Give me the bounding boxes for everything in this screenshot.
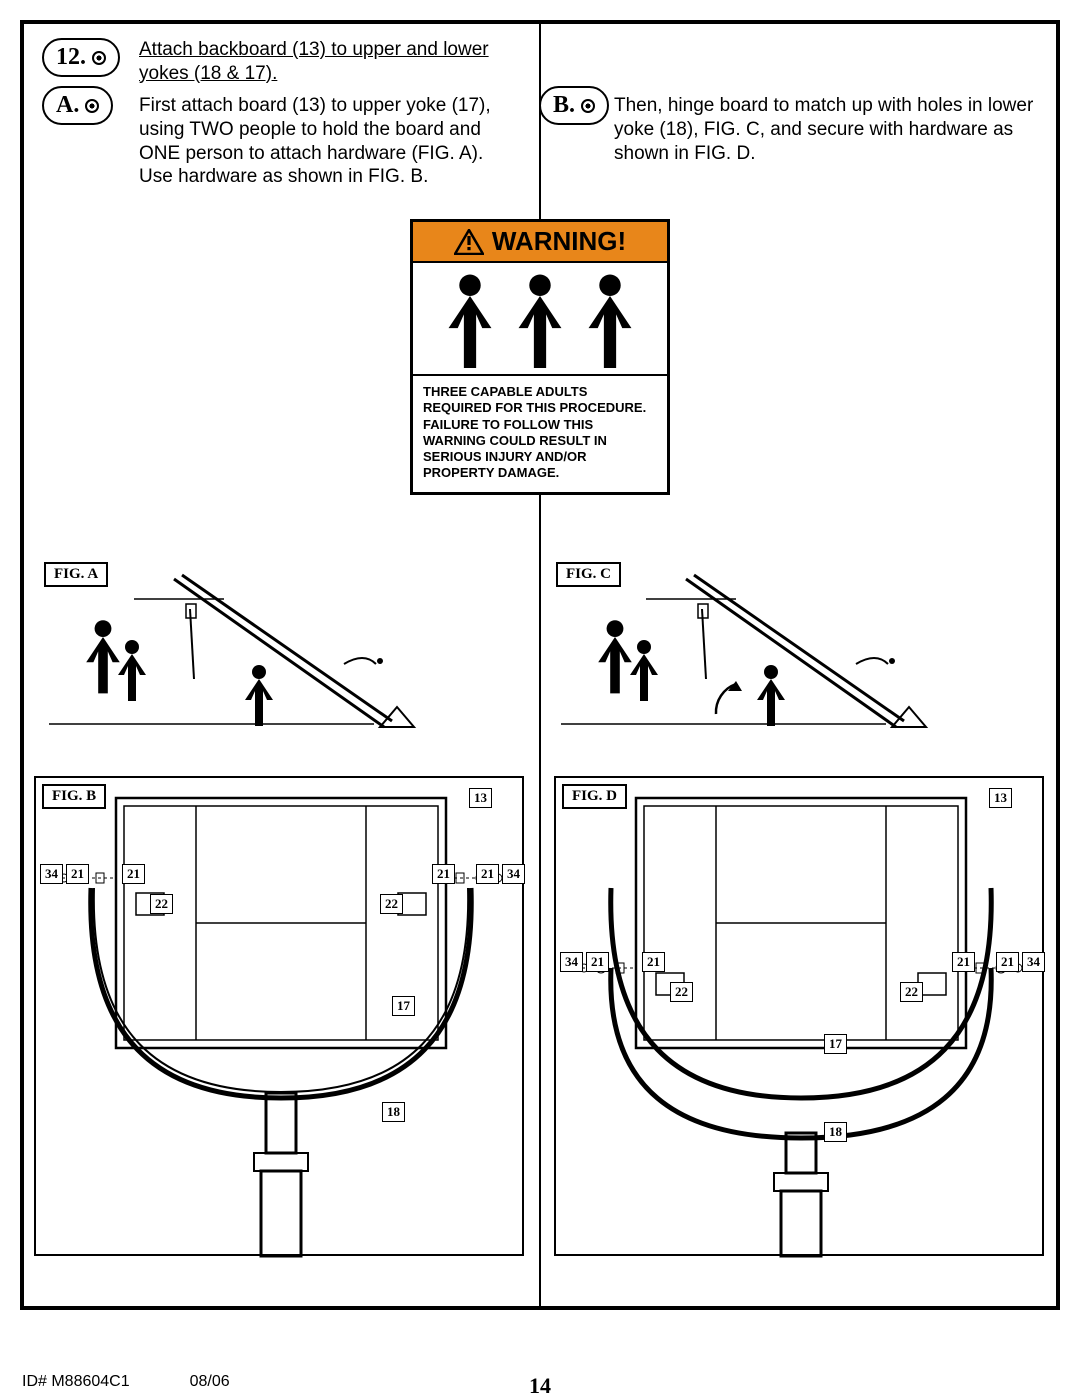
step-title: Attach backboard (13) to upper and lower… [139, 38, 519, 86]
vertical-divider [539, 24, 541, 1306]
target-icon [85, 99, 99, 113]
substep-a-label: A. [56, 92, 79, 119]
part-21: 21 [586, 952, 609, 972]
part-22: 22 [900, 982, 923, 1002]
target-icon [581, 99, 595, 113]
part-34: 34 [560, 952, 583, 972]
part-18: 18 [382, 1102, 405, 1122]
doc-id: ID# M88604C1 [22, 1373, 130, 1391]
substep-b-label: B. [553, 92, 575, 119]
target-icon [92, 51, 106, 65]
warning-header: WARNING! [413, 222, 667, 263]
part-21: 21 [476, 864, 499, 884]
fig-d-panel [554, 776, 1044, 1256]
substep-b-badge: B. [539, 86, 609, 125]
part-13: 13 [469, 788, 492, 808]
substep-b-text: Then, hinge board to match up with holes… [614, 94, 1034, 165]
part-18: 18 [824, 1122, 847, 1142]
part-34: 34 [40, 864, 63, 884]
part-34: 34 [502, 864, 525, 884]
fig-a-label: FIG. A [44, 562, 108, 587]
part-22: 22 [380, 894, 403, 914]
step-number: 12. [56, 44, 86, 71]
part-21: 21 [952, 952, 975, 972]
part-22: 22 [670, 982, 693, 1002]
part-13: 13 [989, 788, 1012, 808]
step-number-badge: 12. [42, 38, 120, 77]
page-footer: ID# M88604C1 08/06 14 [22, 1373, 1058, 1391]
part-21: 21 [66, 864, 89, 884]
substep-a-badge: A. [42, 86, 113, 125]
fig-c-drawing [556, 569, 1036, 759]
fig-b-drawing [36, 778, 526, 1258]
part-22: 22 [150, 894, 173, 914]
fig-c-label: FIG. C [556, 562, 621, 587]
fig-b-panel [34, 776, 524, 1256]
warning-people-icons [413, 263, 667, 376]
fig-a-drawing [44, 569, 524, 759]
warning-triangle-icon [454, 229, 484, 255]
person-icon [509, 273, 571, 368]
warning-box: WARNING! THREE CAPABLE ADULTS REQUIRED F… [410, 219, 670, 495]
part-21: 21 [122, 864, 145, 884]
person-icon [439, 273, 501, 368]
fig-d-drawing [556, 778, 1046, 1258]
part-17: 17 [392, 996, 415, 1016]
part-34: 34 [1022, 952, 1045, 972]
part-21: 21 [996, 952, 1019, 972]
doc-date: 08/06 [190, 1373, 230, 1391]
fig-b-label: FIG. B [42, 784, 106, 809]
part-17: 17 [824, 1034, 847, 1054]
person-icon [579, 273, 641, 368]
substep-a-text: First attach board (13) to upper yoke (1… [139, 94, 519, 189]
fig-d-label: FIG. D [562, 784, 627, 809]
page-number: 14 [529, 1373, 551, 1399]
warning-body-text: THREE CAPABLE ADULTS REQUIRED FOR THIS P… [413, 376, 667, 492]
part-21: 21 [642, 952, 665, 972]
part-21: 21 [432, 864, 455, 884]
warning-label: WARNING! [492, 226, 626, 257]
page-frame: 12. A. B. Attach backboard (13) to upper… [20, 20, 1060, 1310]
